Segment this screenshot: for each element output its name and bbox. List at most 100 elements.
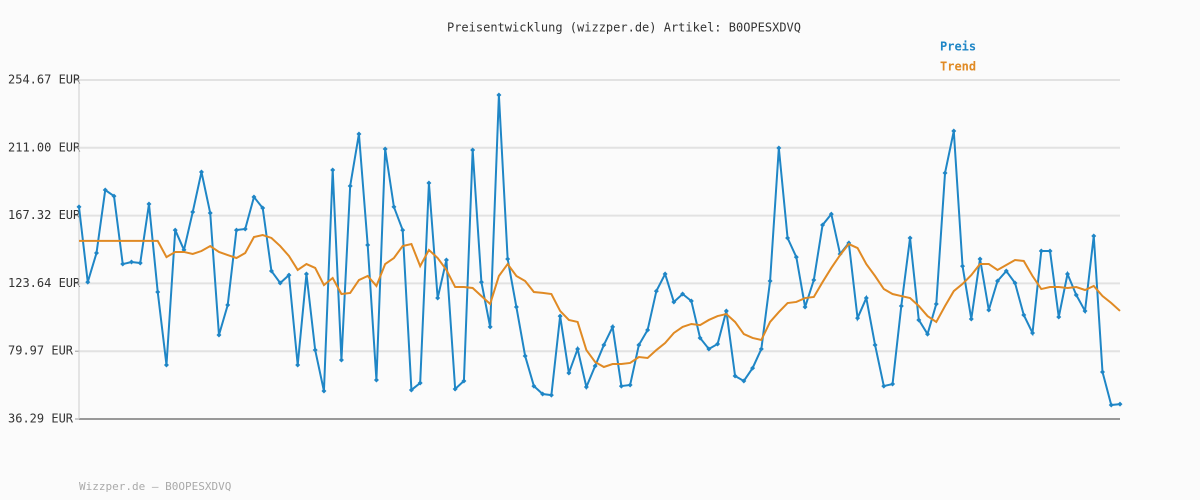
point [697,335,703,341]
point [137,260,143,266]
point [1100,369,1106,375]
point [916,317,922,323]
point [338,357,344,363]
point [478,279,484,285]
point [286,272,292,278]
point [741,378,747,384]
point [828,211,834,217]
point [995,278,1001,284]
point [933,301,939,307]
point [400,227,406,233]
point [487,324,493,330]
point [785,235,791,241]
point [242,226,248,232]
y-tick-label: 36.29 EUR [8,412,74,426]
point [855,315,861,321]
point [216,332,222,338]
point [1047,248,1053,254]
point [233,227,239,233]
point [925,331,931,337]
point [505,256,511,262]
y-tick-label: 167.32 EUR [8,208,81,222]
point [610,324,616,330]
point [391,204,397,210]
y-tick-label: 254.67 EUR [8,73,81,87]
point [793,254,799,260]
line-preis [78,94,1121,407]
point [198,169,204,175]
point [636,342,642,348]
point [627,382,633,388]
point [942,170,948,176]
point [321,388,327,394]
point [102,187,108,193]
point [566,370,572,376]
point [207,210,213,216]
chart-title: Preisentwicklung (wizzper.de) Artikel: B… [447,21,801,35]
point [898,303,904,309]
point [557,313,563,319]
point [347,183,353,189]
point [872,342,878,348]
y-tick-label: 123.64 EUR [8,276,81,290]
point [1056,314,1062,320]
point [732,373,738,379]
point [268,268,274,274]
point [881,383,887,389]
point [531,383,537,389]
point [653,288,659,294]
point [863,295,869,301]
point [750,365,756,371]
point [251,194,257,200]
point [330,167,336,173]
point [951,128,957,134]
point [461,378,467,384]
point [715,341,721,347]
point [417,380,423,386]
point [163,362,169,368]
point [93,250,99,256]
point [295,362,301,368]
point [767,278,773,284]
line-trend [79,233,1121,369]
point [540,391,546,397]
point [960,263,966,269]
point [408,387,414,393]
point [811,277,817,283]
point [645,327,651,333]
point [575,346,581,352]
point [435,295,441,301]
point [277,280,283,286]
point [312,347,318,353]
point [76,204,82,210]
legend-label: Preis [940,40,976,54]
point [820,222,826,228]
point [758,346,764,352]
point [601,342,607,348]
point [968,316,974,322]
point [680,291,686,297]
legend-label: Trend [940,60,976,74]
point [120,261,126,267]
point [907,235,913,241]
point [146,201,152,207]
point [522,353,528,359]
point [85,279,91,285]
point [1003,268,1009,274]
point [986,307,992,313]
point [426,180,432,186]
point [1021,312,1027,318]
point [155,289,161,295]
point [776,145,782,151]
point [452,386,458,392]
y-tick-label: 211.00 EUR [8,140,81,154]
point [671,299,677,305]
point [548,392,554,398]
point [1091,233,1097,239]
point [1065,271,1071,277]
point [443,257,449,263]
point [706,346,712,352]
point [1030,330,1036,336]
point [260,205,266,211]
